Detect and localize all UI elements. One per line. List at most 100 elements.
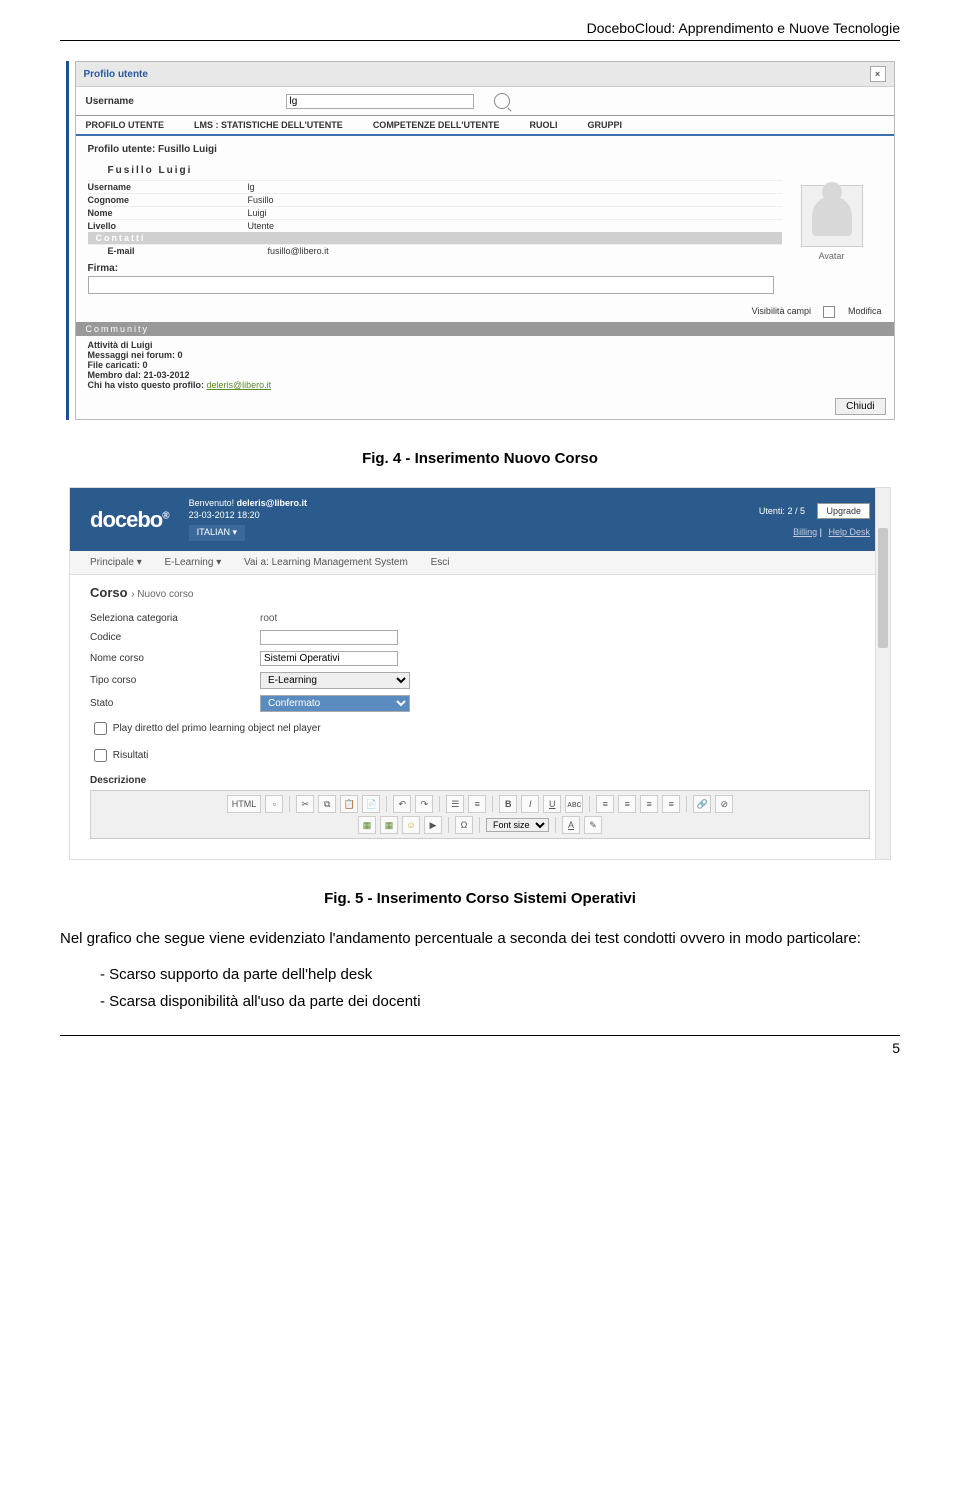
html-button[interactable]: HTML bbox=[227, 795, 262, 813]
bullet-list-icon[interactable]: ☰ bbox=[446, 795, 464, 813]
language-selector[interactable]: ITALIAN ▾ bbox=[189, 525, 245, 541]
scrollbar[interactable] bbox=[875, 488, 890, 859]
number-list-icon[interactable]: ≡ bbox=[468, 795, 486, 813]
link-icon[interactable]: 🔗 bbox=[693, 795, 711, 813]
tipocorso-select[interactable]: E-Learning bbox=[260, 672, 410, 689]
fontcolor-icon[interactable]: A bbox=[562, 816, 580, 834]
window-title: Profilo utente bbox=[84, 69, 148, 80]
new-icon[interactable]: ▫ bbox=[265, 795, 283, 813]
chi-visto-label: Chi ha visto questo profilo: bbox=[88, 380, 207, 390]
seleziona-value: root bbox=[260, 613, 277, 624]
align-right-icon[interactable]: ≡ bbox=[640, 795, 658, 813]
page-number: 5 bbox=[60, 1035, 900, 1056]
tipocorso-label: Tipo corso bbox=[90, 675, 260, 686]
underline-icon[interactable]: U bbox=[543, 795, 561, 813]
utenti-value: 2 / 5 bbox=[787, 506, 805, 516]
paste-word-icon[interactable]: 📄 bbox=[362, 795, 380, 813]
play-diretto-checkbox[interactable] bbox=[94, 722, 107, 735]
row-livello-lbl: Livello bbox=[88, 221, 248, 231]
nomecorso-input[interactable] bbox=[260, 651, 398, 666]
membro-dal: Membro dal: 21-03-2012 bbox=[88, 370, 882, 380]
play-diretto-label: Play diretto del primo learning object n… bbox=[113, 723, 321, 734]
profile-title: Profilo utente: Fusillo Luigi bbox=[88, 144, 882, 155]
stato-label: Stato bbox=[90, 698, 260, 709]
welcome-prefix: Benvenuto! bbox=[189, 498, 237, 508]
italic-icon[interactable]: I bbox=[521, 795, 539, 813]
file-caricati: File caricati: 0 bbox=[88, 360, 882, 370]
caption-fig5: Fig. 5 - Inserimento Corso Sistemi Opera… bbox=[60, 890, 900, 907]
username-input[interactable] bbox=[286, 94, 474, 109]
unlink-icon[interactable]: ⊘ bbox=[715, 795, 733, 813]
welcome-user: deleris@libero.it bbox=[237, 498, 307, 508]
billing-link[interactable]: Billing bbox=[793, 527, 817, 537]
document-header: DoceboCloud: Apprendimento e Nuove Tecno… bbox=[60, 20, 900, 41]
fontsize-select[interactable]: Font size bbox=[486, 818, 549, 832]
media-icon[interactable]: ▶ bbox=[424, 816, 442, 834]
visibilita-campi[interactable]: Visibilità campi bbox=[752, 306, 811, 316]
row-livello-val: Utente bbox=[248, 221, 275, 231]
seleziona-label: Seleziona categoria bbox=[90, 613, 260, 624]
email-lbl: E-mail bbox=[88, 246, 268, 256]
row-nome-val: Luigi bbox=[248, 208, 267, 218]
redo-icon[interactable]: ↷ bbox=[415, 795, 433, 813]
align-center-icon[interactable]: ≡ bbox=[618, 795, 636, 813]
tab-gruppi[interactable]: GRUPPI bbox=[587, 120, 622, 130]
nav-vai-a[interactable]: Vai a: Learning Management System bbox=[244, 557, 408, 568]
chi-visto-link[interactable]: deleris@libero.it bbox=[207, 380, 272, 390]
screenshot-profilo-utente: Profilo utente × Username PROFILO UTENTE… bbox=[66, 61, 895, 420]
table-icon[interactable]: ▦ bbox=[380, 816, 398, 834]
edit-icon[interactable] bbox=[823, 306, 835, 318]
copy-icon[interactable]: ⧉ bbox=[318, 795, 336, 813]
breadcrumb: Corso › Nuovo corso bbox=[70, 575, 890, 606]
risultati-label: Risultati bbox=[113, 750, 149, 761]
tab-profilo[interactable]: PROFILO UTENTE bbox=[86, 120, 165, 130]
welcome-date: 23-03-2012 18:20 bbox=[189, 510, 739, 522]
align-left-icon[interactable]: ≡ bbox=[596, 795, 614, 813]
row-cognome-lbl: Cognome bbox=[88, 195, 248, 205]
chiudi-button[interactable]: Chiudi bbox=[835, 398, 885, 415]
risultati-checkbox[interactable] bbox=[94, 749, 107, 762]
row-nome-lbl: Nome bbox=[88, 208, 248, 218]
breadcrumb-sub: › Nuovo corso bbox=[131, 589, 193, 600]
firma-input[interactable] bbox=[88, 276, 774, 294]
email-val: fusillo@libero.it bbox=[268, 246, 329, 256]
align-justify-icon[interactable]: ≡ bbox=[662, 795, 680, 813]
caption-fig4: Fig. 4 - Inserimento Nuovo Corso bbox=[60, 450, 900, 467]
nav-elearning[interactable]: E-Learning ▾ bbox=[165, 557, 222, 568]
helpdesk-link[interactable]: Help Desk bbox=[828, 527, 870, 537]
editor-toolbar: HTML ▫ ✂ ⧉ 📋 📄 ↶ ↷ ☰ ≡ B I U bbox=[90, 790, 870, 839]
codice-input[interactable] bbox=[260, 630, 398, 645]
username-label: Username bbox=[86, 96, 286, 107]
omega-icon[interactable]: Ω bbox=[455, 816, 473, 834]
docebo-logo: docebo® bbox=[90, 507, 169, 533]
bgcolor-icon[interactable]: ✎ bbox=[584, 816, 602, 834]
bullet-1: - Scarso supporto da parte dell'help des… bbox=[100, 961, 900, 988]
codice-label: Codice bbox=[90, 632, 260, 643]
paste-icon[interactable]: 📋 bbox=[340, 795, 358, 813]
avatar bbox=[801, 185, 863, 247]
descrizione-label: Descrizione bbox=[90, 775, 870, 786]
nav-bar: Principale ▾ E-Learning ▾ Vai a: Learnin… bbox=[70, 551, 890, 575]
nav-esci[interactable]: Esci bbox=[431, 557, 450, 568]
spaced-name: Fusillo Luigi bbox=[88, 165, 782, 176]
close-icon[interactable]: × bbox=[870, 66, 886, 82]
search-icon[interactable] bbox=[494, 93, 510, 109]
bold-icon[interactable]: B bbox=[499, 795, 517, 813]
tab-ruoli[interactable]: RUOLI bbox=[529, 120, 557, 130]
tab-competenze[interactable]: COMPETENZE DELL'UTENTE bbox=[373, 120, 500, 130]
image-icon[interactable]: ▦ bbox=[358, 816, 376, 834]
row-cognome-val: Fusillo bbox=[248, 195, 274, 205]
stato-select[interactable]: Confermato bbox=[260, 695, 410, 712]
tab-lms[interactable]: LMS : STATISTICHE DELL'UTENTE bbox=[194, 120, 343, 130]
cut-icon[interactable]: ✂ bbox=[296, 795, 314, 813]
emoji-icon[interactable]: ☺ bbox=[402, 816, 420, 834]
contatti-header: Contatti bbox=[88, 232, 782, 244]
nomecorso-label: Nome corso bbox=[90, 653, 260, 664]
nav-principale[interactable]: Principale ▾ bbox=[90, 557, 142, 568]
undo-icon[interactable]: ↶ bbox=[393, 795, 411, 813]
firma-label: Firma: bbox=[88, 263, 782, 274]
screenshot-docebo-corso: docebo® Benvenuto! deleris@libero.it 23-… bbox=[69, 487, 891, 860]
modifica-link[interactable]: Modifica bbox=[848, 306, 882, 316]
upgrade-button[interactable]: Upgrade bbox=[817, 503, 870, 519]
strike-icon[interactable]: ᴀʙᴄ bbox=[565, 795, 583, 813]
